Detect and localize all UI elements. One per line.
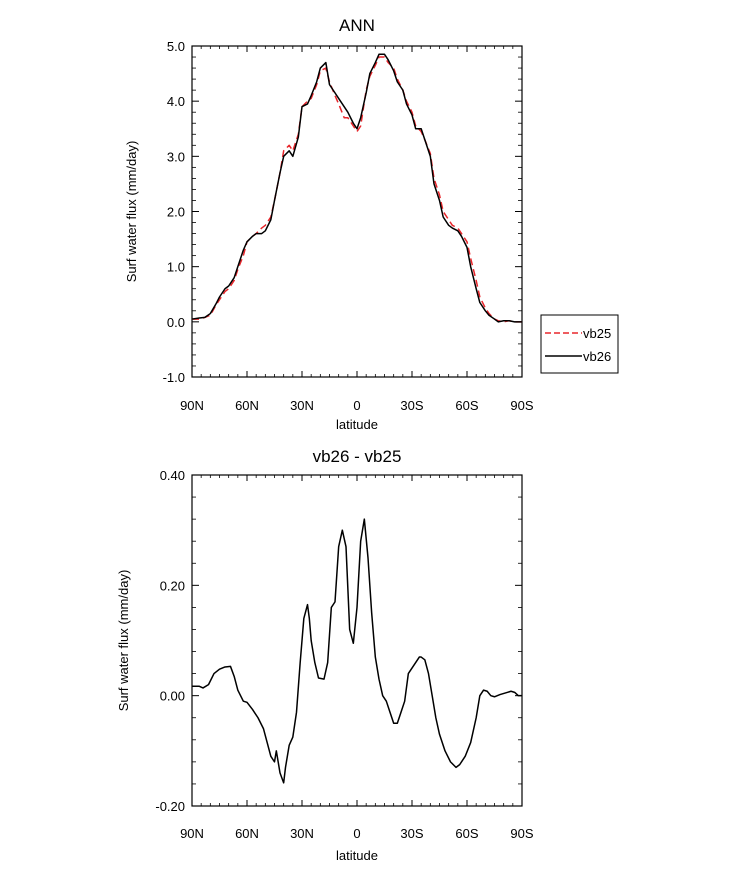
chart-title: ANN (339, 16, 375, 35)
series-line-vb26 (191, 53, 522, 323)
legend-box (540, 314, 619, 374)
chart-title: vb26 - vb25 (313, 447, 402, 466)
y-tick-label: 5.0 (167, 39, 185, 54)
series-line-vb25 (192, 56, 522, 323)
x-tick-label: 90N (180, 398, 204, 413)
x-tick-label: 60N (235, 398, 259, 413)
x-axis-label: latitude (336, 848, 378, 863)
y-tick-label: 2.0 (167, 205, 185, 220)
x-tick-label: 30N (290, 826, 314, 841)
legend-label-vb26: vb26 (583, 349, 611, 364)
y-axis-label: Surf water flux (mm/day) (116, 570, 131, 712)
x-tick-label: 90S (510, 398, 533, 413)
y-axis-label: Surf water flux (mm/day) (124, 141, 139, 283)
plot-frame (191, 45, 523, 378)
x-tick-label: 30N (290, 398, 314, 413)
x-tick-label: 0 (353, 826, 360, 841)
x-tick-label: 60N (235, 826, 259, 841)
x-tick-label: 30S (400, 398, 423, 413)
y-tick-label: 0.40 (160, 468, 185, 483)
x-tick-label: 60S (455, 398, 478, 413)
y-tick-label: 0.20 (160, 578, 185, 593)
y-tick-label: 4.0 (167, 94, 185, 109)
legend: vb25 vb26 (540, 314, 619, 374)
y-tick-label: 3.0 (167, 149, 185, 164)
legend-label-vb25: vb25 (583, 326, 611, 341)
y-tick-label: 1.0 (167, 260, 185, 275)
chart-panel-ann: ANN 90N 60N 30N 0 30S 60S 90S -1.0 0.0 1.0 2.0 3.0 4.… (124, 16, 534, 432)
plot-frame (191, 474, 523, 807)
y-tick-label: -1.0 (163, 370, 185, 385)
x-tick-label: 90N (180, 826, 204, 841)
y-tick-label: 0.0 (167, 315, 185, 330)
x-tick-label: 90S (510, 826, 533, 841)
series-line-difference (192, 518, 522, 784)
x-tick-label: 0 (353, 398, 360, 413)
y-tick-label: -0.20 (155, 799, 185, 814)
y-tick-label: 0.00 (160, 689, 185, 704)
x-tick-label: 60S (455, 826, 478, 841)
x-tick-label: 30S (400, 826, 423, 841)
chart-panel-difference: vb26 - vb25 90N 60N 30N 0 30S 60S 90S -0.20 0.00 0… (116, 447, 534, 863)
x-axis-label: latitude (336, 417, 378, 432)
